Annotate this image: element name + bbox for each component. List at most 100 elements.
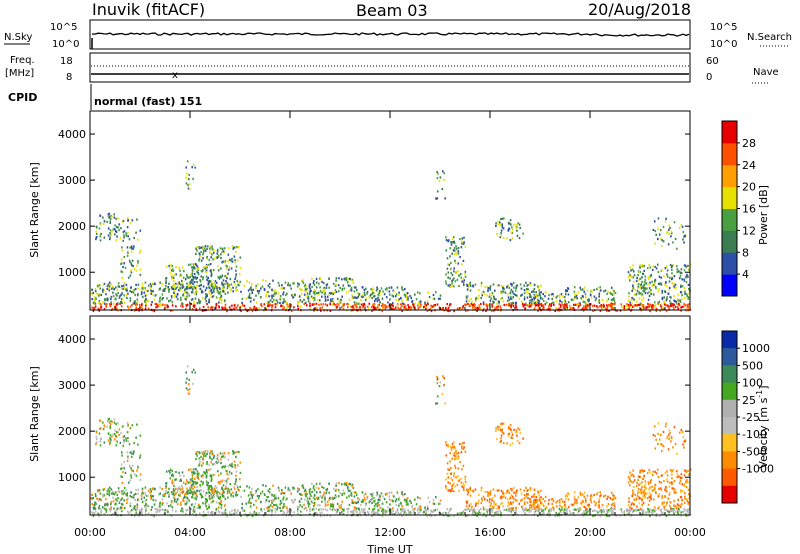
velocity-cell bbox=[249, 511, 251, 514]
power-cell bbox=[293, 293, 296, 296]
velocity-cell bbox=[134, 506, 137, 510]
velocity-cell bbox=[670, 509, 672, 512]
power-cell bbox=[261, 305, 263, 308]
velocity-cell bbox=[522, 437, 524, 440]
velocity-cell bbox=[665, 515, 668, 518]
velocity-cell bbox=[489, 492, 491, 495]
power-cell bbox=[574, 293, 576, 296]
velocity-cell bbox=[125, 439, 128, 442]
velocity-cell bbox=[401, 492, 403, 495]
velocity-cell bbox=[198, 512, 201, 515]
velocity-cell bbox=[596, 493, 598, 496]
power-cell bbox=[232, 246, 235, 249]
nsearch-label: N.Search bbox=[747, 32, 792, 43]
velocity-cell bbox=[177, 494, 180, 497]
power-cell bbox=[121, 285, 123, 288]
power-cell bbox=[131, 219, 134, 222]
velocity-cell bbox=[215, 501, 218, 504]
velocity-cell bbox=[97, 512, 99, 515]
power-cell bbox=[676, 298, 679, 301]
velocity-cell bbox=[412, 508, 414, 511]
velocity-cell bbox=[584, 511, 587, 514]
power-cell bbox=[168, 264, 170, 268]
power-cell bbox=[185, 166, 187, 169]
velocity-cell bbox=[313, 501, 316, 504]
power-cell bbox=[449, 309, 451, 312]
power-cell bbox=[209, 283, 211, 286]
power-cell bbox=[155, 303, 158, 306]
power-cell bbox=[170, 296, 173, 299]
velocity-cell bbox=[445, 454, 448, 457]
velocity-cell bbox=[515, 509, 517, 512]
velocity-cell bbox=[505, 508, 508, 511]
velocity-cell bbox=[222, 455, 225, 458]
power-cell bbox=[659, 309, 661, 312]
power-cell bbox=[95, 297, 97, 300]
velocity-cell bbox=[586, 509, 589, 512]
velocity-cell bbox=[198, 451, 200, 454]
velocity-cell bbox=[460, 481, 462, 484]
power-cell bbox=[328, 277, 330, 280]
velocity-cell bbox=[116, 507, 119, 510]
velocity-cell bbox=[532, 504, 535, 507]
velocity-cell bbox=[303, 490, 306, 493]
velocity-cell bbox=[180, 509, 182, 512]
power-cell bbox=[651, 308, 653, 311]
power-cell bbox=[627, 276, 630, 279]
power-cell bbox=[239, 256, 242, 259]
power-cell bbox=[127, 232, 129, 235]
velocity-cell bbox=[248, 497, 251, 500]
power-cell bbox=[480, 281, 483, 284]
power-cell bbox=[492, 309, 495, 312]
power-cell bbox=[597, 286, 599, 289]
velocity-cell bbox=[166, 491, 169, 494]
power-cell bbox=[199, 287, 202, 290]
power-cell bbox=[170, 269, 173, 272]
power-cell bbox=[660, 276, 662, 279]
velocity-cell bbox=[319, 483, 322, 486]
velocity-cell bbox=[133, 441, 135, 445]
velocity-cell bbox=[116, 493, 119, 496]
power-cell bbox=[119, 295, 121, 298]
power-cell bbox=[211, 253, 213, 256]
velocity-cell bbox=[553, 508, 555, 512]
velocity-cell bbox=[529, 499, 532, 502]
power-cell bbox=[211, 306, 214, 309]
power-cell bbox=[222, 279, 225, 282]
velocity-cell bbox=[274, 503, 276, 506]
velocity-cell bbox=[281, 489, 283, 492]
power-cell bbox=[271, 296, 273, 299]
power-cell bbox=[451, 282, 453, 285]
velocity-cell bbox=[478, 493, 480, 497]
velocity-cell bbox=[145, 509, 147, 512]
velocity-cell bbox=[292, 501, 294, 504]
velocity-cell bbox=[286, 507, 288, 510]
power-cell bbox=[230, 289, 232, 292]
power-cell bbox=[385, 305, 387, 308]
velocity-cell bbox=[479, 512, 482, 515]
power-cell bbox=[200, 289, 203, 292]
velocity-cell bbox=[527, 493, 530, 496]
velocity-cell bbox=[391, 508, 393, 511]
power-cell bbox=[432, 297, 435, 300]
velocity-cell bbox=[220, 506, 223, 509]
velocity-cell bbox=[210, 511, 213, 514]
power-cell bbox=[114, 233, 116, 236]
velocity-cell bbox=[173, 494, 176, 497]
velocity-cell bbox=[200, 480, 202, 483]
power-cell bbox=[510, 297, 513, 300]
power-cell bbox=[175, 265, 177, 269]
power-cell bbox=[476, 309, 478, 312]
velocity-cell bbox=[378, 499, 381, 502]
power-cell bbox=[288, 283, 290, 286]
velocity-cell bbox=[211, 491, 214, 494]
power-cell bbox=[266, 301, 268, 304]
power-cell bbox=[126, 287, 129, 290]
power-cell bbox=[161, 303, 164, 306]
power-cell bbox=[441, 188, 444, 191]
power-cell bbox=[467, 302, 469, 306]
velocity-cell bbox=[144, 499, 147, 502]
velocity-cell bbox=[558, 507, 561, 510]
velocity-cell bbox=[93, 503, 95, 507]
power-cell bbox=[688, 292, 690, 295]
